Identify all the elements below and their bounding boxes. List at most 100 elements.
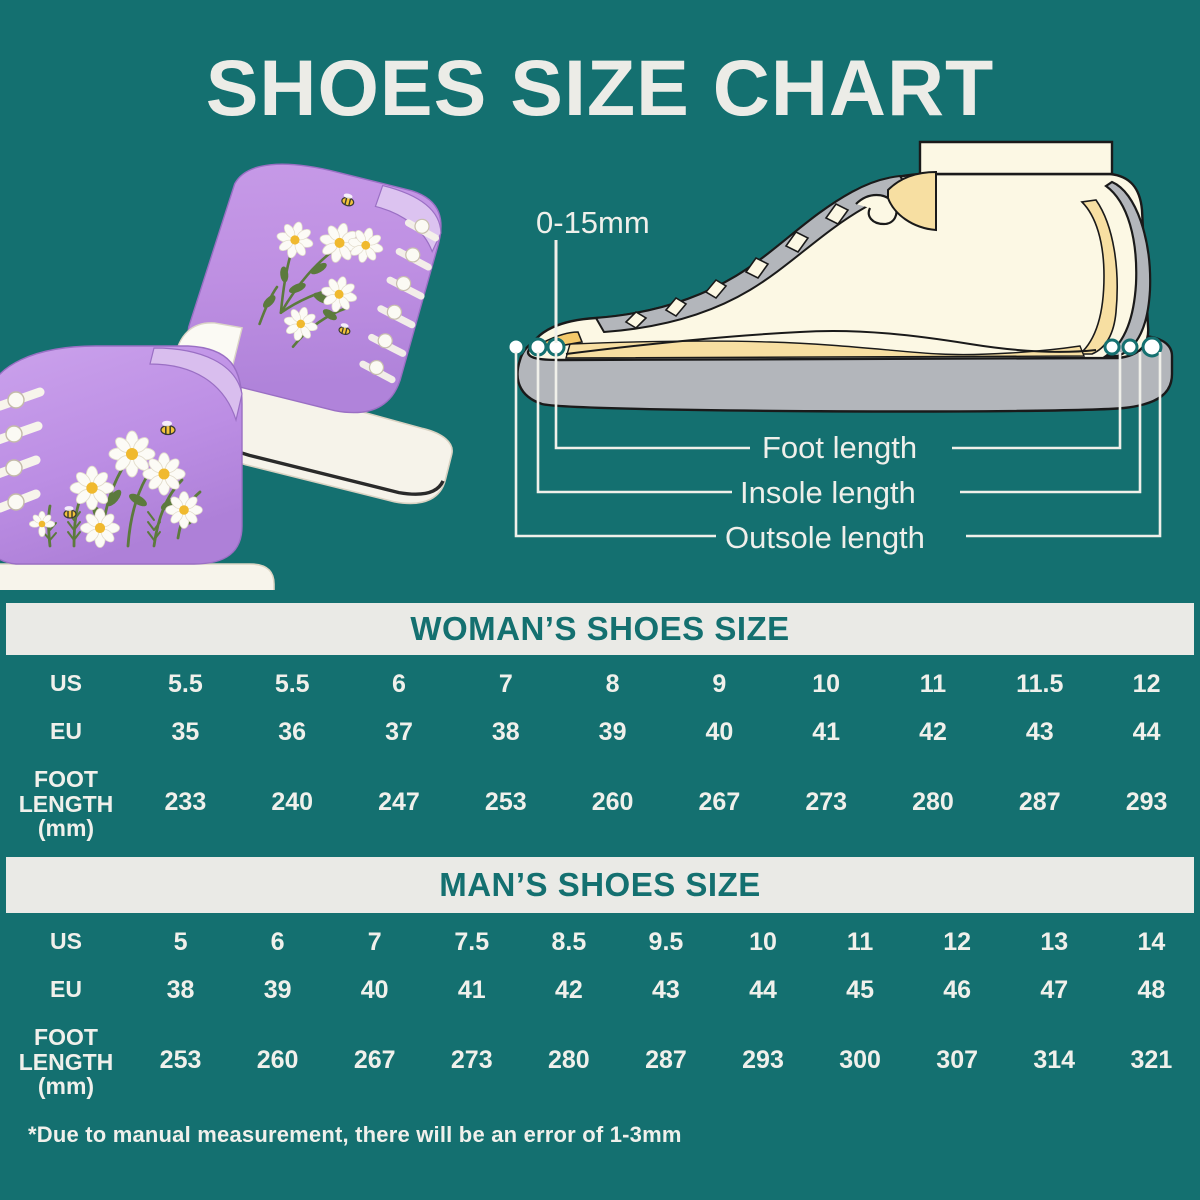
womans-shoes-size-title: WOMAN’S SHOES SIZE — [410, 610, 790, 647]
cell: 287 — [1018, 787, 1061, 816]
cell: 260 — [256, 1045, 299, 1074]
cell: 293 — [742, 1045, 784, 1074]
row-label-eu-women: EU — [50, 718, 82, 745]
cell: 39 — [263, 975, 292, 1004]
outsole-length-label: Outsole length — [725, 520, 925, 555]
cell: 280 — [912, 787, 954, 816]
foot-length-unit-men: (mm) — [37, 1072, 95, 1099]
cell: 41 — [812, 717, 841, 746]
womans-shoes-size-header: WOMAN’S SHOES SIZE — [6, 603, 1194, 655]
womans-size-table: US 5.5 5.5 6 7 8 9 10 11 11.5 12 EU 35 3… — [0, 660, 1200, 848]
cell: 314 — [1033, 1045, 1076, 1074]
cell: 11 — [919, 669, 947, 698]
cell: 6 — [392, 669, 406, 698]
table-row: US 5.5 5.5 6 7 8 9 10 11 11.5 12 — [0, 660, 1200, 708]
row-label-us-men: US — [50, 928, 82, 955]
cell: 43 — [1025, 717, 1054, 746]
table-row: FOOT LENGTH (mm) 253 260 267 273 280 287… — [0, 1014, 1200, 1106]
cell: 46 — [943, 975, 972, 1004]
foot-length-label-text: FOOT LENGTH — [18, 766, 114, 818]
cell: 12 — [943, 927, 972, 956]
cell: 6 — [270, 927, 285, 956]
shoe-cross-section-svg — [506, 140, 1174, 538]
cell: 247 — [378, 787, 420, 816]
cell: 47 — [1040, 975, 1069, 1004]
bee — [338, 193, 355, 335]
foot-length-bracket — [554, 352, 1122, 450]
cell: 293 — [1125, 787, 1168, 816]
cell: 44 — [749, 975, 777, 1004]
row-label-eu-men: EU — [50, 976, 82, 1003]
outsole-length-bracket — [514, 352, 1162, 538]
cell: 42 — [919, 717, 947, 746]
cell: 7 — [498, 669, 513, 698]
mans-shoes-size-header: MAN’S SHOES SIZE — [6, 857, 1194, 913]
cell: 11.5 — [1016, 669, 1064, 698]
row-label-us-women: US — [50, 670, 82, 697]
foot-length-unit-women: (mm) — [37, 814, 95, 841]
cell: 300 — [839, 1045, 881, 1074]
cell: 14 — [1137, 927, 1166, 956]
insole-length-label: Insole length — [740, 475, 916, 510]
cell: 5 — [173, 927, 188, 956]
cell: 37 — [385, 717, 413, 746]
daisy — [276, 221, 384, 341]
cell: 39 — [598, 717, 627, 746]
table-row: US 5 6 7 7.5 8.5 9.5 10 11 12 13 14 — [0, 918, 1200, 966]
cell: 273 — [805, 787, 848, 816]
cell: 7.5 — [454, 927, 490, 956]
shoe-measurement-diagram: 0-15mm Foot length Insole length Outsole… — [500, 130, 1200, 590]
row-label-foot-length-men: FOOT LENGTH (mm) — [0, 1014, 132, 1106]
foot-length-label: Foot length — [762, 430, 918, 465]
product-photo — [0, 150, 470, 590]
cell: 307 — [936, 1045, 979, 1074]
cell: 8 — [605, 669, 620, 698]
table-row: FOOT LENGTH (mm) 233 240 247 253 260 267… — [0, 756, 1200, 848]
cell: 38 — [491, 717, 520, 746]
cell: 38 — [166, 975, 195, 1004]
cell: 321 — [1130, 1045, 1173, 1074]
cell: 7 — [367, 927, 382, 956]
cell: 48 — [1137, 975, 1166, 1004]
row-label-foot-length-women: FOOT LENGTH (mm) — [0, 756, 132, 848]
cell: 35 — [171, 717, 200, 746]
cell: 233 — [164, 787, 207, 816]
cell: 9.5 — [648, 927, 684, 956]
mans-shoes-size-title: MAN’S SHOES SIZE — [439, 866, 761, 903]
cell: 40 — [705, 717, 734, 746]
mans-size-table: US 5 6 7 7.5 8.5 9.5 10 11 12 13 14 EU 3… — [0, 918, 1200, 1106]
sneakers-illustration — [0, 163, 453, 590]
cell: 253 — [484, 787, 527, 816]
cell: 11 — [846, 927, 874, 956]
cell: 36 — [278, 717, 307, 746]
table-row: EU 35 36 37 38 39 40 41 42 43 44 — [0, 708, 1200, 756]
cell: 260 — [591, 787, 634, 816]
cell: 10 — [749, 927, 777, 956]
cell: 267 — [698, 787, 741, 816]
foot-length-label-text: FOOT LENGTH — [18, 1024, 114, 1076]
heel-measure-dots — [1103, 336, 1163, 358]
cell: 240 — [271, 787, 314, 816]
cell: 253 — [159, 1045, 202, 1074]
cell: 287 — [645, 1045, 687, 1074]
cell: 9 — [712, 669, 727, 698]
shoe-profile — [516, 140, 1174, 413]
cell: 8.5 — [551, 927, 587, 956]
cell: 41 — [457, 975, 486, 1004]
cell: 267 — [353, 1045, 396, 1074]
cell: 13 — [1040, 927, 1069, 956]
page-title: SHOES SIZE CHART — [205, 43, 995, 132]
cell: 280 — [547, 1045, 590, 1074]
cell: 45 — [846, 975, 874, 1004]
cell: 44 — [1132, 717, 1161, 746]
cell: 43 — [652, 975, 680, 1004]
cell: 40 — [360, 975, 389, 1004]
toe-gap-label: 0-15mm — [536, 205, 650, 240]
measurement-footnote: *Due to manual measurement, there will b… — [28, 1122, 682, 1147]
table-row: EU 38 39 40 41 42 43 44 45 46 47 48 — [0, 966, 1200, 1014]
cell: 5.5 — [168, 669, 203, 698]
cell: 12 — [1132, 669, 1161, 698]
cell: 5.5 — [274, 669, 310, 698]
cell: 273 — [450, 1045, 493, 1074]
